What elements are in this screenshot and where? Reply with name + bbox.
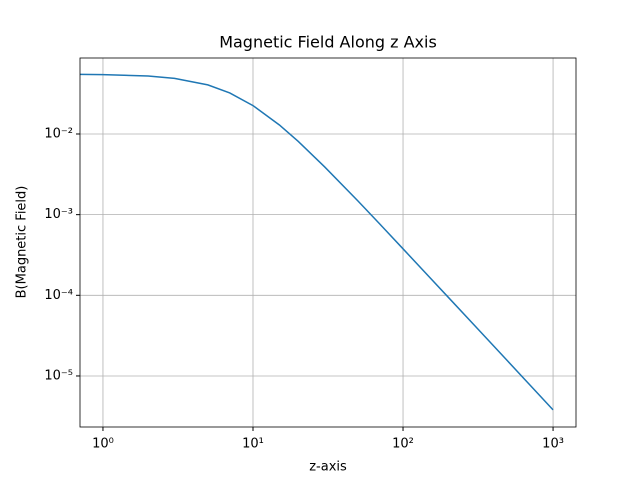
x-tick-label: 10² bbox=[392, 437, 414, 452]
x-tick-label: 10³ bbox=[542, 437, 564, 452]
x-axis-label: z-axis bbox=[309, 460, 347, 475]
y-tick-label: 10⁻⁵ bbox=[44, 368, 73, 383]
data-line bbox=[80, 73, 554, 411]
plot-frame bbox=[79, 57, 577, 428]
y-tick-label: 10⁻⁴ bbox=[44, 288, 73, 303]
chart-title: Magnetic Field Along z Axis bbox=[219, 33, 437, 52]
x-tick-label: 10¹ bbox=[242, 437, 264, 452]
y-axis-label: B(Magnetic Field) bbox=[15, 186, 30, 299]
y-tick-label: 10⁻³ bbox=[44, 207, 73, 222]
y-tick-label: 10⁻² bbox=[44, 126, 73, 141]
x-tick-label: 10⁰ bbox=[92, 437, 114, 452]
